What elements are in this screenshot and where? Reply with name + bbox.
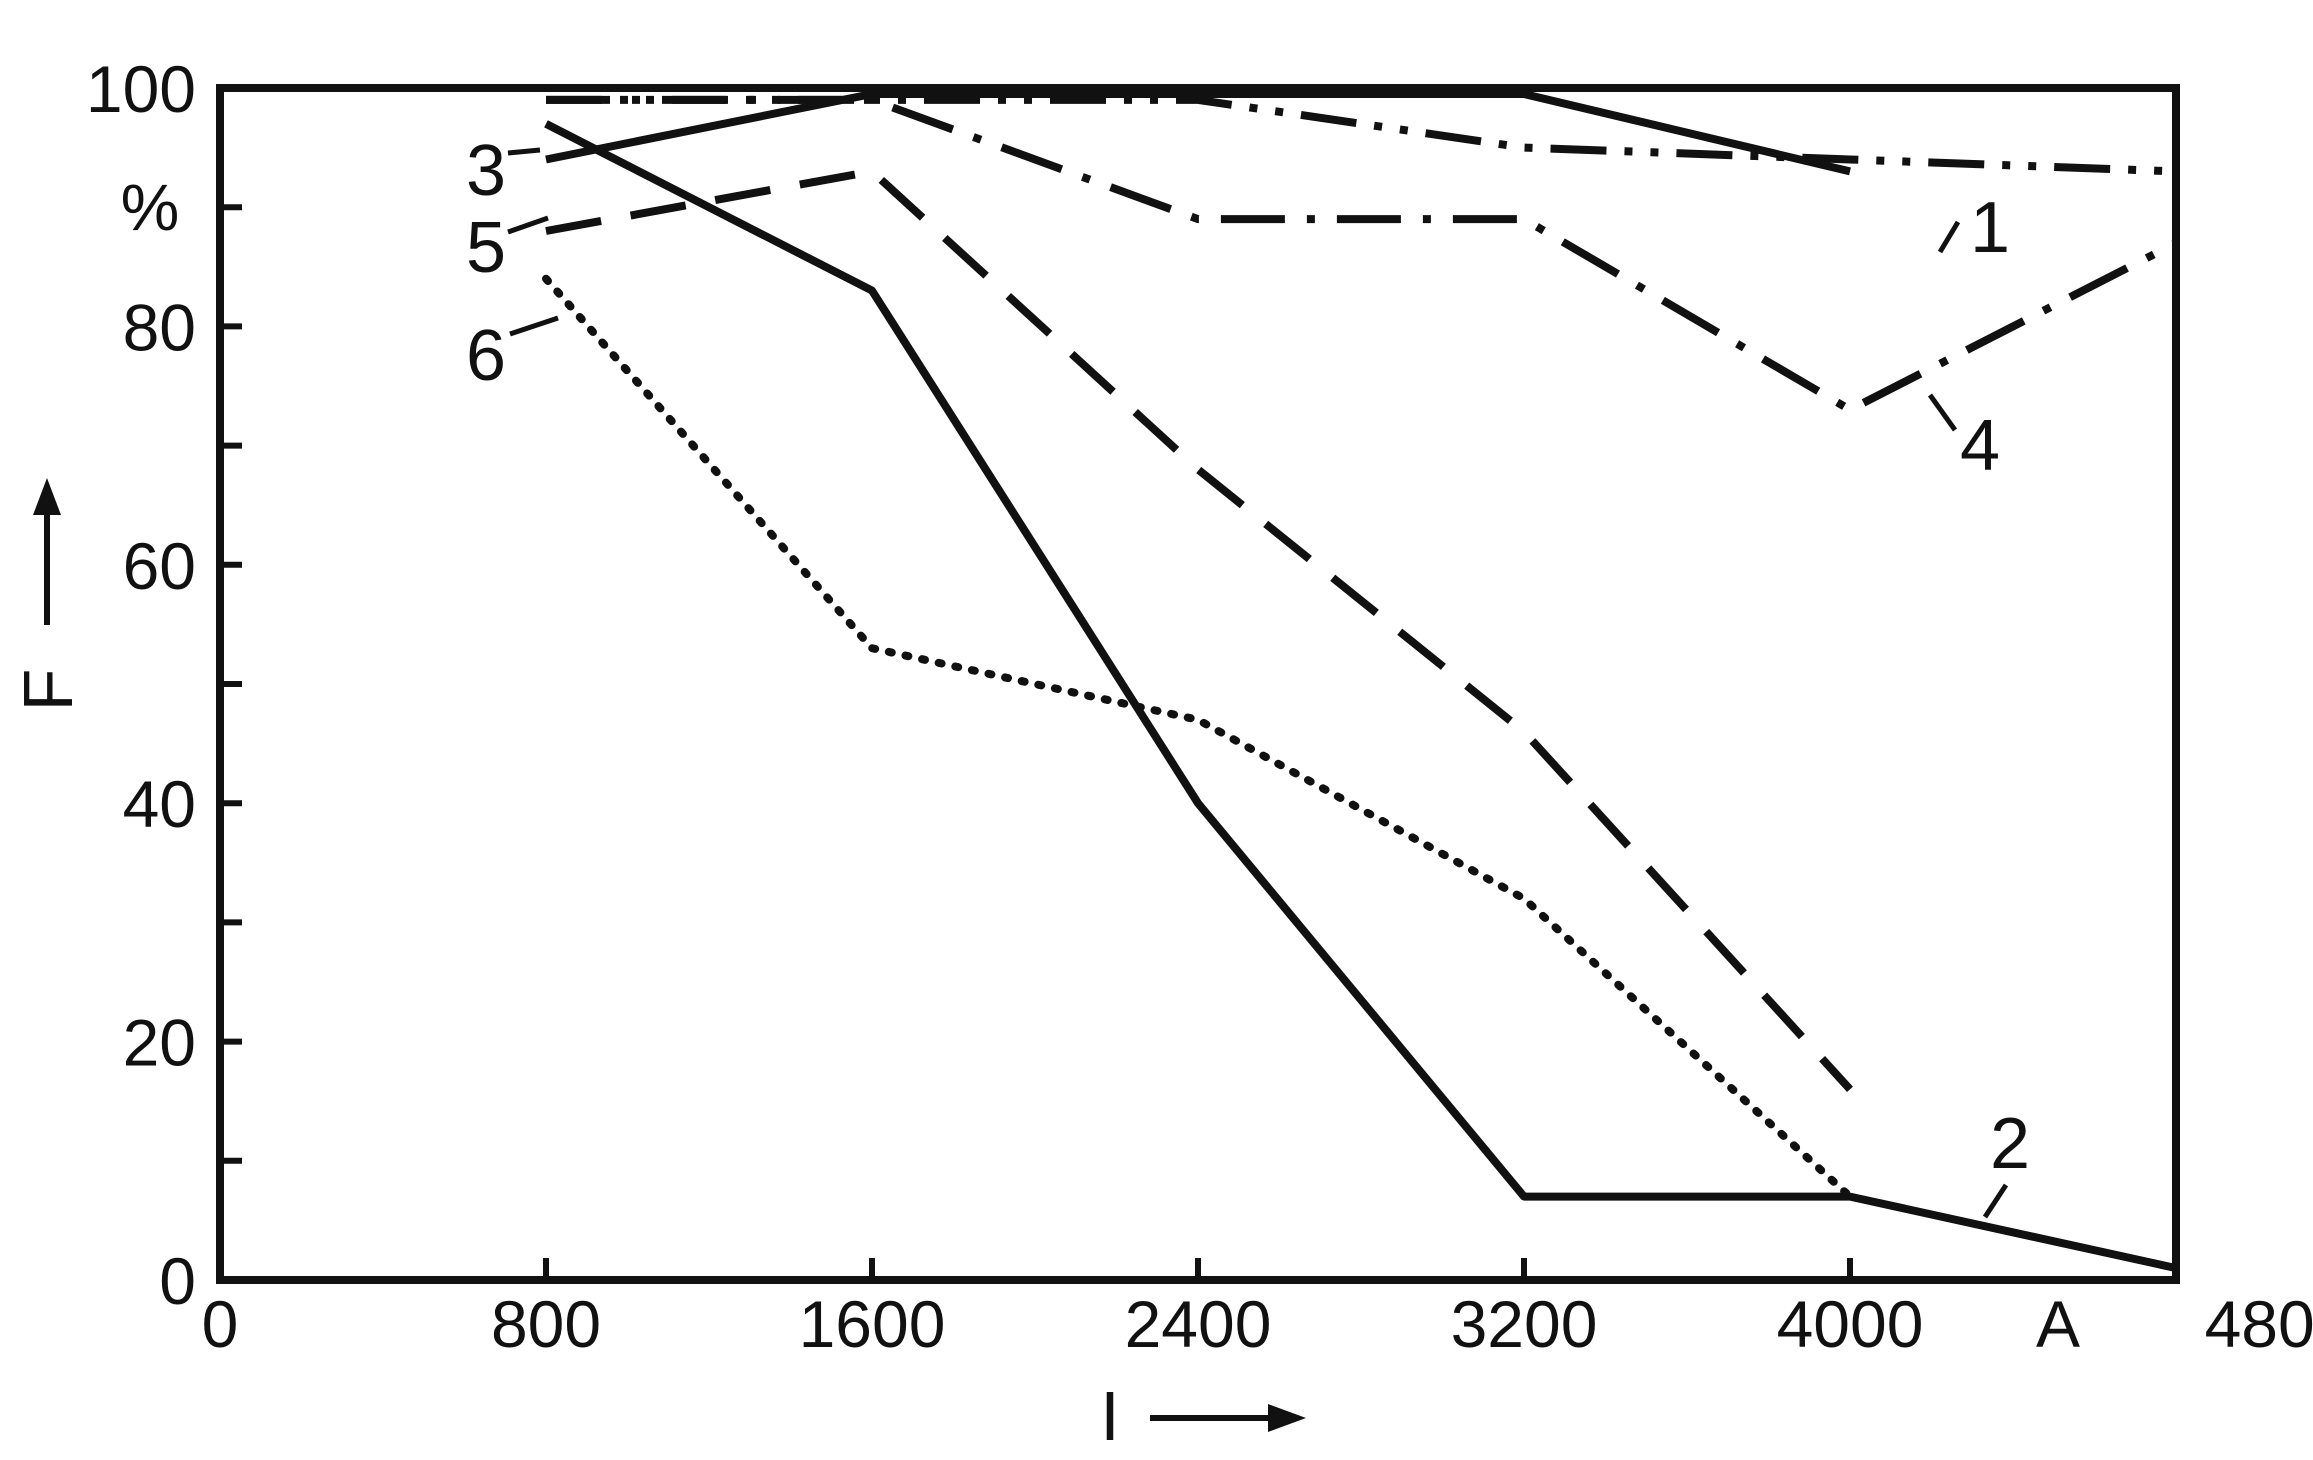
plot-frame [216, 84, 2180, 1284]
x-axis-title: I [1100, 1377, 1306, 1455]
series-line-3 [545, 90, 1851, 176]
label-leader [509, 315, 559, 337]
y-tick-labels: 0 20 40 60 80 100 [86, 52, 196, 1318]
curve-label-3: 3 [466, 131, 506, 211]
series-line-2 [544, 120, 2177, 1273]
series-line-5 [545, 167, 1853, 1092]
curve-labels: 1 2 3 4 5 6 [466, 131, 2030, 1184]
axis-ticks [220, 204, 1853, 1280]
x-tick-label: 2400 [1125, 1287, 1272, 1361]
y-tick-label: 20 [123, 1006, 196, 1080]
x-tick-label: 800 [491, 1287, 601, 1361]
x-tick-label: 1600 [799, 1287, 946, 1361]
x-axis-arrow-head [1268, 1404, 1306, 1432]
series-lines [542, 90, 2178, 1273]
y-axis-title: F [9, 478, 87, 711]
series-line-6 [542, 274, 1854, 1201]
x-tick-label: 3200 [1451, 1287, 1598, 1361]
series-line-4 [546, 95, 2178, 414]
curve-label-2: 2 [1990, 1104, 2030, 1184]
label-leader [507, 147, 541, 156]
curve-label-1: 1 [1970, 188, 2010, 268]
curve-label-leaders [507, 147, 2009, 1219]
curve-label-5: 5 [466, 208, 506, 288]
y-tick-label: 100 [86, 52, 196, 126]
y-axis-arrow-head [33, 478, 61, 515]
label-leader [1927, 393, 1958, 432]
label-leader [1982, 1183, 2009, 1219]
x-axis-label: I [1100, 1377, 1119, 1455]
y-tick-label: 40 [123, 767, 196, 841]
x-tick-label: 0 [202, 1287, 239, 1361]
x-axis-unit: A [2036, 1287, 2080, 1361]
y-tick-label: 80 [123, 290, 196, 364]
y-axis-unit: % [121, 170, 180, 244]
label-leader [1937, 220, 1961, 254]
y-tick-label: 0 [159, 1244, 196, 1318]
label-leader [507, 215, 549, 235]
y-axis-label: F [9, 669, 87, 712]
x-tick-label: 4000 [1777, 1287, 1924, 1361]
y-tick-label: 60 [123, 529, 196, 603]
curve-label-6: 6 [466, 316, 506, 396]
curve-label-4: 4 [1960, 406, 2000, 486]
